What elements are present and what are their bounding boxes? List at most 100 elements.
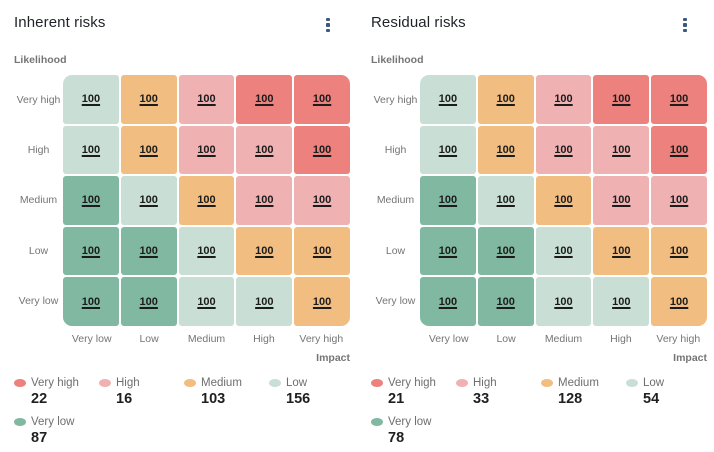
col-label: Very low <box>71 333 112 345</box>
legend-item[interactable]: High 33 <box>456 377 541 407</box>
matrix-cell[interactable]: 100 <box>535 277 592 326</box>
legend-item[interactable]: Medium 103 <box>184 377 269 407</box>
impact-axis-label: Impact <box>673 352 707 364</box>
legend-item[interactable]: Very low 87 <box>14 416 99 446</box>
impact-axis-label: Impact <box>316 352 350 364</box>
matrix-cell[interactable]: 100 <box>593 277 650 326</box>
legend-count: 33 <box>473 391 490 407</box>
col-label: High <box>253 333 275 345</box>
legend-color-icon <box>456 379 468 387</box>
matrix-cell[interactable]: 100 <box>236 277 293 326</box>
matrix-cell[interactable]: 100 <box>651 277 707 326</box>
row-labels: Very high High Medium Low Very low <box>371 75 420 326</box>
matrix-cell[interactable]: 100 <box>420 125 476 175</box>
matrix-cell[interactable]: 100 <box>236 226 293 276</box>
matrix-cell[interactable]: 100 <box>236 176 293 225</box>
likelihood-axis-label: Likelihood <box>14 54 67 66</box>
legend-item[interactable]: High 16 <box>99 377 184 407</box>
legend-item[interactable]: Very low 78 <box>371 416 456 446</box>
legend-head: Very high <box>371 377 456 389</box>
matrix-cell[interactable]: 100 <box>477 176 534 225</box>
row-label: Medium <box>376 194 415 207</box>
legend-head: High <box>99 377 184 389</box>
matrix-cell[interactable]: 100 <box>120 176 177 225</box>
legend-label: Low <box>286 377 308 389</box>
matrix-cell[interactable]: 100 <box>593 226 650 276</box>
matrix-cell[interactable]: 100 <box>178 277 235 326</box>
matrix-cell[interactable]: 100 <box>593 176 650 225</box>
matrix-cell[interactable]: 100 <box>477 75 534 124</box>
matrix-cell[interactable]: 100 <box>236 75 293 124</box>
matrix-cell[interactable]: 100 <box>63 176 119 225</box>
matrix-cell[interactable]: 100 <box>120 75 177 124</box>
matrix-cell[interactable]: 100 <box>63 125 119 175</box>
matrix-cell[interactable]: 100 <box>420 176 476 225</box>
matrix-cell[interactable]: 100 <box>120 125 177 175</box>
risk-matrix: Very high High Medium Low Very low 100 100 100… <box>371 75 707 326</box>
legend-item[interactable]: Very high 21 <box>371 377 456 407</box>
likelihood-axis-label: Likelihood <box>371 54 424 66</box>
matrix-cell[interactable]: 100 <box>535 226 592 276</box>
col-label: Medium <box>544 333 583 345</box>
kebab-menu-icon[interactable] <box>677 16 693 34</box>
matrix-cell[interactable]: 100 <box>593 75 650 124</box>
matrix-cell[interactable]: 100 <box>535 75 592 124</box>
matrix-cell[interactable]: 100 <box>420 277 476 326</box>
matrix-cell[interactable]: 100 <box>294 277 350 326</box>
matrix-cell[interactable]: 100 <box>294 75 350 124</box>
legend-count: 16 <box>116 391 133 407</box>
matrix-cell[interactable]: 100 <box>178 75 235 124</box>
card-header: Inherent risks <box>14 14 350 38</box>
legend-count: 78 <box>388 430 405 446</box>
legend-color-icon <box>269 379 281 387</box>
matrix-cell[interactable]: 100 <box>651 75 707 124</box>
legend-color-icon <box>99 379 111 387</box>
legend-item[interactable]: Low 156 <box>269 377 354 407</box>
matrix-cell[interactable]: 100 <box>477 125 534 175</box>
matrix-cell[interactable]: 100 <box>63 75 119 124</box>
legend-color-icon <box>626 379 638 387</box>
legend-color-icon <box>541 379 553 387</box>
legend-head: Medium <box>541 377 626 389</box>
matrix-cell[interactable]: 100 <box>63 226 119 276</box>
legend-label: Medium <box>201 377 242 389</box>
legend-item[interactable]: Low 54 <box>626 377 711 407</box>
matrix-cell[interactable]: 100 <box>651 125 707 175</box>
kebab-menu-icon[interactable] <box>320 16 336 34</box>
legend-head: Low <box>269 377 354 389</box>
matrix-cell[interactable]: 100 <box>420 226 476 276</box>
matrix-cell[interactable]: 100 <box>420 75 476 124</box>
inherent-risks-card: Inherent risks Likelihood Very high High M… <box>0 0 357 446</box>
legend-label: Very high <box>388 377 436 389</box>
matrix-cell[interactable]: 100 <box>120 277 177 326</box>
matrix-cell[interactable]: 100 <box>120 226 177 276</box>
row-label: High <box>384 144 407 157</box>
col-label: Medium <box>187 333 226 345</box>
matrix-cell[interactable]: 100 <box>651 176 707 225</box>
matrix-cell[interactable]: 100 <box>477 226 534 276</box>
row-label: Low <box>28 244 49 257</box>
matrix-cell[interactable]: 100 <box>294 176 350 225</box>
heatmap-grid: 100 100 100 100 100 100 100 100 100 100 100 100 100 1… <box>420 75 707 326</box>
matrix-cell[interactable]: 100 <box>294 226 350 276</box>
legend-item[interactable]: Medium 128 <box>541 377 626 407</box>
matrix-cell[interactable]: 100 <box>535 125 592 175</box>
matrix-cell[interactable]: 100 <box>294 125 350 175</box>
row-label: High <box>27 144 50 157</box>
matrix-cell[interactable]: 100 <box>178 176 235 225</box>
legend-item[interactable]: Very high 22 <box>14 377 99 407</box>
matrix-cell[interactable]: 100 <box>178 125 235 175</box>
col-label: Very low <box>428 333 469 345</box>
row-label: Very low <box>375 294 416 307</box>
matrix-cell[interactable]: 100 <box>593 125 650 175</box>
matrix-cell[interactable]: 100 <box>63 277 119 326</box>
row-label: Low <box>385 244 406 257</box>
matrix-cell[interactable]: 100 <box>236 125 293 175</box>
matrix-cell[interactable]: 100 <box>535 176 592 225</box>
page-title: Inherent risks <box>14 14 106 31</box>
matrix-cell[interactable]: 100 <box>651 226 707 276</box>
col-label: Very high <box>656 333 701 345</box>
matrix-cell[interactable]: 100 <box>178 226 235 276</box>
matrix-cell[interactable]: 100 <box>477 277 534 326</box>
